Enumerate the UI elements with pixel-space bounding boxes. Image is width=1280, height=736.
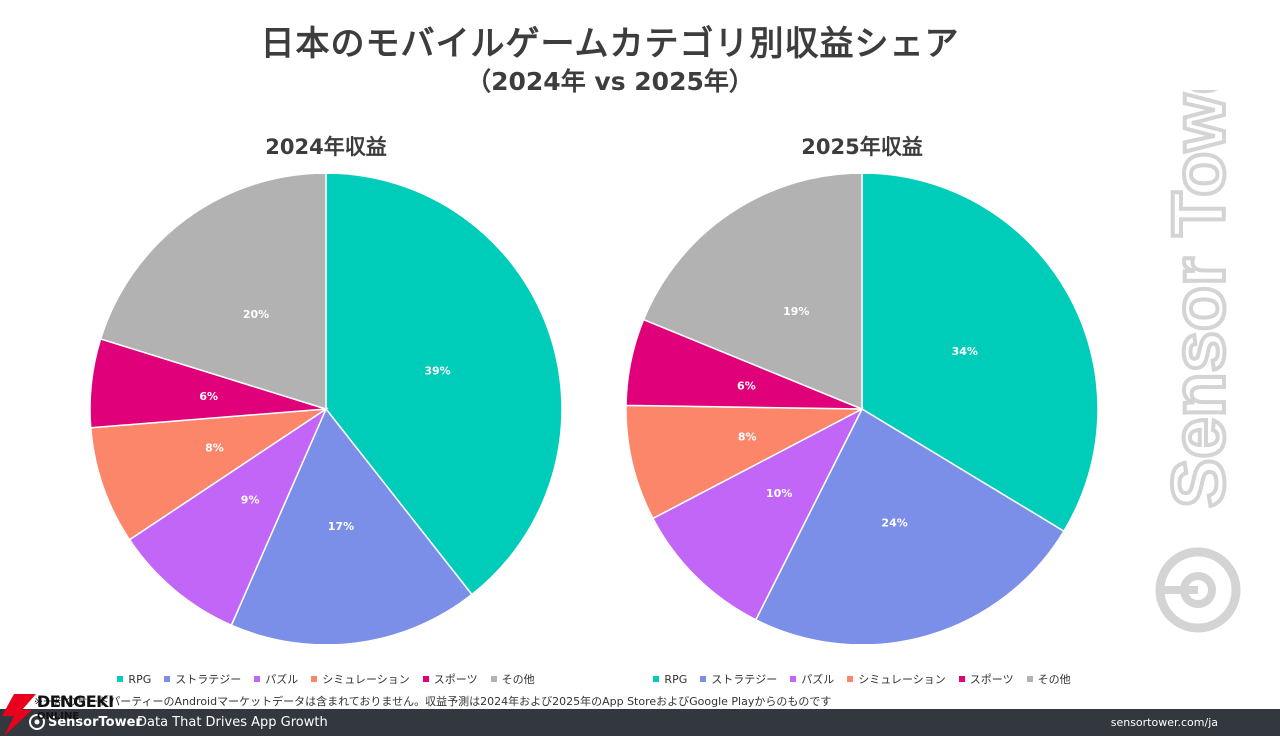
legend-label: スポーツ <box>969 673 1014 686</box>
pie-svg: 34% 24% 10% 8% 6% 19% <box>625 174 1099 644</box>
pie-slice-puzzle <box>128 406 328 627</box>
legend-label: その他 <box>1037 673 1071 686</box>
legend-item-other: その他 <box>490 671 535 687</box>
legend-label: スポーツ <box>433 673 478 686</box>
pie-label-puzzle: 10% <box>766 487 792 500</box>
pie-label-simulation: 8% <box>738 430 757 443</box>
legend-swatch <box>254 676 261 682</box>
sensor-tower-watermark: Sensor Tower <box>1155 90 1242 633</box>
pie-label-sports: 6% <box>737 379 756 392</box>
pie-slice-simulation <box>89 408 329 541</box>
dengeki-logo-sub: ONLINE <box>37 711 80 722</box>
footer-url[interactable]: sensortower.com/ja <box>1110 716 1218 729</box>
legend-item-sports: スポーツ <box>422 671 478 687</box>
pie-slice-other <box>642 174 863 411</box>
pie-slice-puzzle <box>651 407 864 621</box>
chart-legend: RPG ストラテジー パズル シミュレーション スポーツ その他 <box>56 671 596 687</box>
lightning-bolt-icon <box>2 694 36 736</box>
legend-item-other: その他 <box>1026 671 1071 687</box>
legend-swatch <box>117 676 124 682</box>
page-subtitle: （2024年 vs 2025年） <box>466 67 754 96</box>
legend-label: RPG <box>664 672 688 686</box>
legend-swatch <box>700 676 707 682</box>
legend-item-puzzle: パズル <box>790 671 834 687</box>
legend-item-strategy: ストラテジー <box>164 671 241 687</box>
legend-label: その他 <box>501 673 535 686</box>
legend-swatch <box>790 676 797 682</box>
legend-item-rpg: RPG <box>653 671 687 687</box>
legend-item-strategy: ストラテジー <box>700 671 777 687</box>
pie-slice-rpg <box>861 174 1099 533</box>
footer-brand: SensorTower <box>48 715 142 730</box>
legend-item-puzzle: パズル <box>254 671 298 687</box>
footnote: ※一部のサードパーティーのAndroidマーケットデータは含まれておりません。収… <box>34 695 832 708</box>
legend-item-sports: スポーツ <box>958 671 1014 687</box>
dengeki-online-logo: DENGEKI ONLINE <box>0 694 130 736</box>
chart-legend: RPG ストラテジー パズル シミュレーション スポーツ その他 <box>592 671 1132 687</box>
legend-swatch <box>490 676 497 682</box>
pie-chart-2024: 2024年収益 39% 17% 9% 8% 6% 20% RPG ストラテジー パズル シミュレ… <box>56 128 596 688</box>
legend-swatch <box>164 676 171 682</box>
sensor-tower-logo-icon <box>29 714 45 730</box>
dengeki-logo-text: DENGEKI <box>37 692 114 711</box>
pie-label-other: 20% <box>243 308 269 321</box>
legend-swatch <box>653 676 660 682</box>
footer-tagline: Data That Drives App Growth <box>137 715 328 730</box>
pie-slice-other <box>99 174 327 411</box>
page-title: 日本のモバイルゲームカテゴリ別収益シェア <box>260 24 960 64</box>
pie-label-rpg: 39% <box>424 364 450 377</box>
sensor-tower-logo-icon <box>1155 547 1241 633</box>
legend-label: RPG <box>128 672 152 686</box>
footer-bar: SensorTower Data That Drives App Growth … <box>0 709 1280 736</box>
pie-label-sports: 6% <box>199 390 218 403</box>
pie-svg: 39% 17% 9% 8% 6% 20% <box>89 174 563 644</box>
legend-swatch <box>1026 676 1033 682</box>
chart-title: 2024年収益 <box>265 135 387 159</box>
legend-item-simulation: シミュレーション <box>847 671 946 687</box>
pie-chart-2025: 2025年収益 34% 24% 10% 8% 6% 19% RPG ストラテジー パズル シミュ… <box>592 128 1132 688</box>
legend-label: パズル <box>265 673 299 686</box>
pie-slice-strategy <box>230 407 473 644</box>
legend-label: ストラテジー <box>175 673 242 686</box>
legend-label: ストラテジー <box>711 673 778 686</box>
legend-swatch <box>311 676 318 682</box>
pie-slice-simulation <box>625 404 863 520</box>
pie-label-simulation: 8% <box>205 442 224 455</box>
legend-item-simulation: シミュレーション <box>311 671 410 687</box>
legend-label: シミュレーション <box>858 673 946 686</box>
legend-item-rpg: RPG <box>117 671 151 687</box>
legend-label: パズル <box>801 673 835 686</box>
legend-label: シミュレーション <box>322 673 410 686</box>
legend-swatch <box>422 676 429 682</box>
pie-slice-rpg <box>325 174 563 596</box>
pie-label-strategy: 24% <box>881 516 907 529</box>
pie-label-rpg: 34% <box>952 345 978 358</box>
pie-label-puzzle: 9% <box>241 493 260 506</box>
pie-label-strategy: 17% <box>328 520 354 533</box>
legend-swatch <box>847 676 854 682</box>
legend-swatch <box>958 676 965 682</box>
chart-title: 2025年収益 <box>801 135 923 159</box>
watermark-text: Sensor Tower <box>1157 90 1240 508</box>
pie-label-other: 19% <box>783 305 809 318</box>
